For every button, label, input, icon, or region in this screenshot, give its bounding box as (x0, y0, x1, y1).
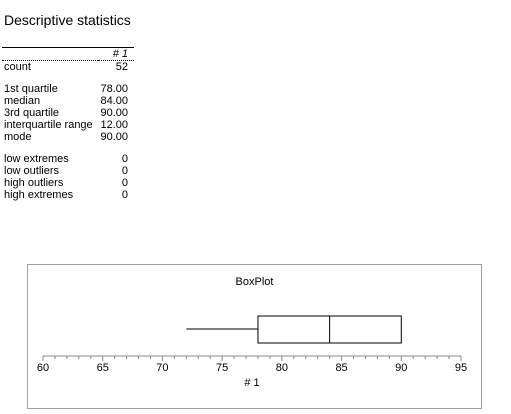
row-label: low outliers (4, 165, 60, 177)
row-value: 12.00 (100, 119, 128, 131)
table-row: median 84.00 (2, 95, 134, 107)
row-label: low extremes (4, 153, 69, 165)
table-row: 1st quartile 78.00 (2, 83, 134, 95)
x-tick-label: 95 (455, 362, 467, 374)
header-empty-cell (2, 47, 98, 61)
table-row: low outliers 0 (2, 165, 134, 177)
row-value: 0 (121, 189, 128, 201)
statistics-table: # 1 count 52 1st quartile 78.00 median 8… (2, 47, 134, 201)
row-label: high extremes (4, 189, 74, 201)
table-header-row: # 1 (2, 47, 134, 61)
spacer-row (2, 73, 134, 83)
table-row: high outliers 0 (2, 177, 134, 189)
row-value: 0 (121, 165, 128, 177)
table-row: mode 90.00 (2, 131, 134, 143)
table-row: count 52 (2, 61, 134, 74)
row-value: 52 (115, 61, 128, 73)
boxplot-chart: 60 65 70 75 80 85 90 95 # 1 (37, 315, 467, 389)
row-label: high outliers (4, 177, 64, 189)
page-title: Descriptive statistics (4, 12, 131, 28)
x-tick-label: 75 (216, 362, 228, 374)
row-value: 0 (121, 177, 128, 189)
column-header: # 1 (98, 47, 134, 61)
boxplot-title: BoxPlot (235, 276, 274, 288)
table-row: high extremes 0 (2, 189, 134, 201)
row-label: median (4, 95, 41, 107)
x-tick-label: 85 (335, 362, 347, 374)
spacer-row (2, 143, 134, 153)
x-tick-label: 70 (156, 362, 168, 374)
x-tick-label: 80 (276, 362, 288, 374)
x-tick-label: 90 (395, 362, 407, 374)
row-label: 3rd quartile (4, 107, 60, 119)
row-label: mode (4, 131, 32, 143)
row-value: 90.00 (100, 107, 128, 119)
table-row: low extremes 0 (2, 153, 134, 165)
table-row: interquartile range 12.00 (2, 119, 134, 131)
x-axis-label: # 1 (244, 377, 259, 389)
row-value: 0 (121, 153, 128, 165)
row-label: count (4, 61, 31, 73)
table-row: 3rd quartile 90.00 (2, 107, 134, 119)
boxplot-panel: BoxPlot 60 65 70 75 80 85 90 95 # 1 (27, 264, 482, 409)
row-label: 1st quartile (4, 83, 58, 95)
row-label: interquartile range (4, 119, 93, 131)
x-tick-label: 65 (97, 362, 109, 374)
row-value: 78.00 (100, 83, 128, 95)
x-tick-label: 60 (37, 362, 49, 374)
row-value: 90.00 (100, 131, 128, 143)
row-value: 84.00 (100, 95, 128, 107)
